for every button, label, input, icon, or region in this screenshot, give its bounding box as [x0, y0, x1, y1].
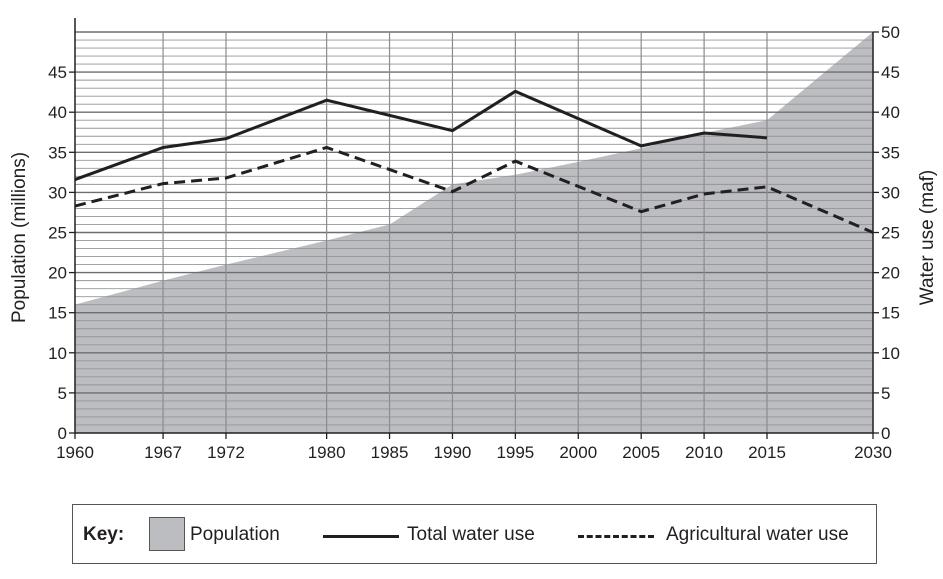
- right-axis-label: Water use (maf): [917, 170, 938, 306]
- x-tick-label: 2000: [559, 443, 597, 462]
- left-tick-label: 10: [48, 344, 67, 363]
- left-tick-label: 25: [48, 224, 67, 243]
- right-tick-label: 10: [881, 344, 900, 363]
- legend-key-label: Key:: [83, 524, 125, 545]
- chart: 0 5 10 15 20 25 30 35 40 45 0 5 10 15 20 25 30 35 40 45 50 19…: [9, 18, 938, 462]
- x-tick-label: 1972: [207, 443, 245, 462]
- right-tick-label: 25: [881, 224, 900, 243]
- left-tick-label: 5: [58, 384, 67, 403]
- left-tick-label: 30: [48, 183, 67, 202]
- x-tick-label: 1995: [496, 443, 534, 462]
- right-tick-label: 40: [881, 103, 900, 122]
- legend-total-line: [323, 535, 399, 538]
- legend-agri-line: [578, 535, 654, 538]
- right-tick-label: 30: [881, 183, 900, 202]
- right-tick-label: 5: [881, 384, 890, 403]
- x-tick-label: 1985: [371, 443, 409, 462]
- left-tick-label: 40: [48, 103, 67, 122]
- right-tick-label: 45: [881, 63, 900, 82]
- right-tick-label: 15: [881, 304, 900, 323]
- total-water-use-line: [74, 89, 768, 181]
- legend-total-label: Total water use: [407, 524, 535, 545]
- left-tick-label: 15: [48, 304, 67, 323]
- left-tick-label: 35: [48, 143, 67, 162]
- x-tick-label: 2030: [854, 443, 892, 462]
- agricultural-water-use-line: [74, 145, 874, 234]
- left-tick-label: 45: [48, 63, 67, 82]
- x-tick-label: 1960: [56, 443, 94, 462]
- legend: Key: Population Total water use Agricult…: [72, 504, 877, 564]
- x-tick-label: 1990: [434, 443, 472, 462]
- x-tick-label: 1967: [144, 443, 182, 462]
- right-tick-label: 35: [881, 143, 900, 162]
- x-tick-label: 2010: [685, 443, 723, 462]
- right-tick-label: 20: [881, 264, 900, 283]
- right-tick-label: 0: [881, 424, 890, 443]
- left-tick-label: 0: [58, 424, 67, 443]
- legend-agri-label: Agricultural water use: [666, 524, 849, 545]
- x-tick-label: 2005: [622, 443, 660, 462]
- left-axis-label: Population (millions): [9, 152, 30, 323]
- legend-population-swatch: [149, 517, 185, 551]
- x-tick-label: 2015: [748, 443, 786, 462]
- right-tick-label: 50: [881, 23, 900, 42]
- legend-population-label: Population: [190, 524, 280, 545]
- left-tick-label: 20: [48, 264, 67, 283]
- x-tick-label: 1980: [308, 443, 346, 462]
